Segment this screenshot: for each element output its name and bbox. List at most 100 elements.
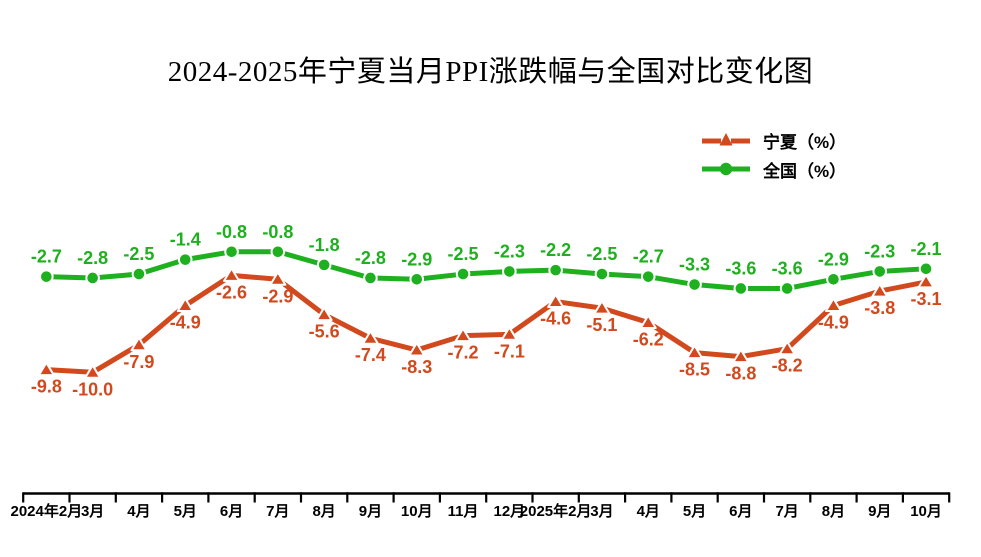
marker-circle-quanguo [640,269,656,284]
marker-triangle-ningxia [778,340,796,356]
data-label-quanguo: -2.5 [123,244,154,264]
x-axis-label: 2025年2月 [520,502,592,520]
data-label-ningxia: -8.8 [725,364,756,384]
x-axis-label: 9月 [359,503,382,520]
marker-triangle-ningxia [547,293,565,309]
legend-item-quanguo: 全国（%） [702,157,846,181]
marker-triangle-ningxia [917,273,935,289]
x-axis-label: 10月 [401,503,433,520]
marker-circle-quanguo [918,261,934,277]
data-label-quanguo: -1.4 [170,230,201,250]
marker-triangle-ningxia [500,326,518,341]
marker-triangle-ningxia [454,327,472,343]
data-label-quanguo: -3.6 [772,258,803,278]
data-label-ningxia: -9.8 [31,377,62,397]
data-label-quanguo: -2.8 [355,248,386,268]
marker-circle-quanguo [548,262,563,278]
marker-triangle-ningxia [37,361,55,377]
marker-triangle-ningxia [84,364,102,379]
marker-circle-quanguo [316,257,332,273]
marker-triangle-ningxia [130,336,148,352]
marker-triangle-ningxia [824,297,842,312]
x-axis-label: 12月 [494,503,526,520]
marker-triangle-ningxia [269,271,287,286]
data-label-ningxia: -7.9 [123,352,154,372]
data-label-ningxia: -7.2 [448,343,479,363]
data-label-ningxia: -3.8 [864,298,895,318]
data-label-quanguo: -2.9 [401,249,432,269]
data-label-ningxia: -8.5 [679,360,710,380]
data-label-quanguo: -3.6 [725,258,756,278]
marker-circle-quanguo [594,266,610,282]
marker-circle-quanguo [826,271,841,287]
data-label-ningxia: -4.9 [170,312,201,332]
marker-circle-quanguo [224,244,239,260]
data-label-quanguo: -2.7 [31,247,62,267]
marker-triangle-ningxia [408,342,426,357]
data-label-quanguo: -2.1 [911,239,942,259]
marker-triangle-ningxia [315,306,333,322]
legend-item-ningxia: 宁夏（%） [702,128,846,152]
x-axis-label: 3月 [590,503,613,520]
data-label-ningxia: -3.1 [911,289,942,309]
data-label-quanguo: -2.5 [586,244,617,264]
marker-circle-quanguo [270,244,286,260]
data-label-quanguo: -2.2 [540,240,571,260]
marker-circle-quanguo [409,271,425,287]
data-label-quanguo: -1.8 [309,235,340,255]
data-label-quanguo: -0.8 [262,222,293,242]
marker-circle-quanguo [131,266,147,282]
marker-triangle-ningxia [593,300,611,315]
x-axis-label: 6月 [729,503,752,520]
marker-triangle-ningxia [223,267,241,282]
marker-triangle-ningxia [686,344,704,360]
x-axis-label: 6月 [220,503,243,520]
marker-circle-quanguo [687,277,702,292]
marker-circle-quanguo [872,264,888,279]
x-axis-label: 4月 [637,503,660,520]
ningxia-triangle-line-icon [702,133,750,146]
data-label-ningxia: -5.1 [586,315,617,335]
data-label-ningxia: -2.6 [216,282,247,302]
chart-title: 2024-2025年宁夏当月PPI涨跌幅与全国对比变化图 [167,56,814,88]
marker-circle-quanguo [502,264,517,279]
x-axis-label: 10月 [910,503,942,520]
x-axis-label: 9月 [868,503,891,520]
marker-circle-quanguo [39,269,54,284]
data-label-ningxia: -8.3 [401,357,432,377]
chart-legend: 宁夏（%） 全国（%） [702,128,846,181]
data-label-ningxia: -4.9 [818,312,849,332]
marker-triangle-ningxia [732,348,750,364]
data-label-ningxia: -5.6 [309,322,340,342]
data-label-quanguo: -2.9 [818,249,849,269]
series-line-quanguo [46,249,927,291]
marker-circle-quanguo [733,281,749,296]
data-label-quanguo: -2.3 [864,241,895,261]
x-axis-label: 8月 [312,503,335,520]
x-axis-label: 5月 [683,503,706,520]
x-axis-label: 11月 [448,503,479,520]
data-label-quanguo: -2.3 [494,241,525,261]
marker-circle-quanguo [455,266,471,282]
data-label-ningxia: -10.0 [72,379,113,399]
data-label-ningxia: -7.4 [355,345,386,365]
marker-circle-quanguo [85,270,100,286]
data-label-quanguo: -0.8 [216,222,247,242]
data-label-ningxia: -4.6 [540,309,571,329]
data-label-quanguo: -2.7 [633,247,664,267]
legend-label-ningxia: 宁夏（%） [763,132,847,152]
data-label-quanguo: -2.8 [77,248,108,268]
quanguo-circle-line-icon [702,162,750,176]
x-axis-label: 5月 [174,503,197,520]
marker-triangle-ningxia [361,330,379,345]
data-label-ningxia: -8.2 [772,356,803,376]
marker-circle-quanguo [779,281,795,296]
marker-triangle-ningxia [871,283,889,298]
x-axis-label: 2024年2月 [10,502,82,520]
series-line-ningxia [46,272,927,375]
data-label-quanguo: -2.5 [448,244,479,264]
marker-triangle-ningxia [176,297,194,312]
x-axis-label: 3月 [81,503,104,520]
